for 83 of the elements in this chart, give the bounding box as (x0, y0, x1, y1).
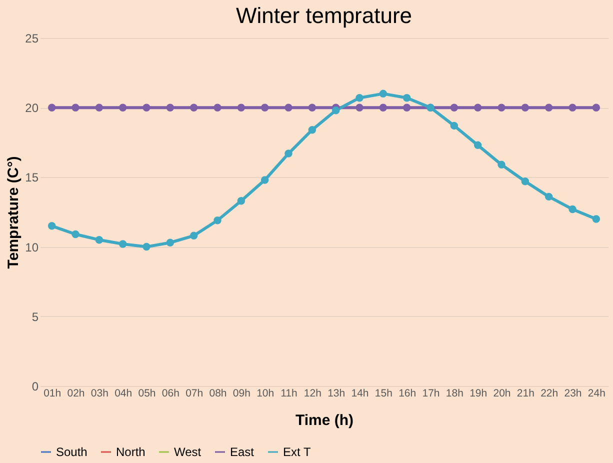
y-tick-label: 5 (32, 310, 39, 324)
point (95, 236, 104, 244)
point (308, 104, 316, 112)
x-tick-label: 23h (564, 388, 582, 400)
point (356, 104, 364, 112)
point (308, 126, 316, 134)
x-tick-label: 16h (398, 388, 416, 400)
point (474, 104, 482, 112)
point (237, 104, 246, 112)
point (48, 222, 56, 230)
x-tick-label: 09h (232, 388, 251, 400)
y-tick-label: 20 (25, 101, 39, 116)
point (48, 104, 56, 112)
point (72, 230, 80, 238)
point (356, 94, 364, 102)
x-tick-label: 06h (162, 388, 180, 400)
y-tick-label: 10 (25, 240, 39, 254)
x-tick-label: 20h (493, 388, 511, 400)
point (450, 122, 458, 130)
x-tick-label: 13h (328, 388, 346, 400)
point (142, 104, 150, 112)
point (450, 104, 458, 112)
y-tick-label: 25 (25, 32, 39, 46)
point (72, 104, 80, 112)
legend-label: East (230, 445, 255, 459)
point (166, 104, 174, 112)
point (214, 216, 222, 224)
point (95, 104, 104, 112)
x-tick-label: 21h (516, 388, 535, 400)
point (237, 197, 246, 205)
x-tick-label: 12h (304, 388, 322, 400)
y-tick-label: 15 (25, 170, 39, 185)
point (332, 106, 340, 114)
y-axis-title: Temprature (C°) (5, 156, 22, 269)
point (521, 178, 530, 186)
legend-label: Ext T (283, 445, 312, 459)
x-tick-label: 02h (67, 388, 85, 400)
point (568, 205, 576, 214)
x-tick-label: 17h (422, 388, 440, 400)
point (379, 90, 388, 98)
point (190, 104, 198, 112)
point (214, 104, 222, 112)
point (592, 215, 600, 223)
x-tick-label: 24h (588, 388, 606, 400)
point (474, 141, 482, 150)
point (544, 192, 553, 201)
point (402, 104, 411, 112)
point (142, 242, 150, 251)
point (260, 104, 269, 112)
x-tick-label: 07h (186, 388, 204, 400)
point (118, 240, 127, 248)
x-tick-label: 08h (209, 388, 227, 400)
point (379, 104, 388, 112)
point (284, 150, 292, 158)
x-tick-label: 03h (90, 388, 109, 400)
point (521, 104, 530, 112)
x-tick-label: 22h (540, 388, 558, 400)
x-tick-label: 05h (138, 388, 156, 400)
x-tick-label: 01h (44, 388, 62, 400)
point (544, 104, 553, 112)
x-tick-label: 04h (114, 388, 132, 400)
point (166, 238, 174, 246)
x-tick-label: 19h (470, 388, 488, 400)
point (190, 232, 198, 240)
x-tick-label: 14h (351, 388, 369, 400)
x-axis-title: Time (h) (295, 412, 354, 429)
point (118, 104, 127, 112)
point (284, 104, 292, 112)
x-tick-label: 18h (446, 388, 464, 400)
point (568, 104, 576, 112)
legend-label: West (174, 445, 202, 459)
x-tick-label: 10h (256, 388, 274, 400)
point (592, 104, 600, 112)
point (402, 94, 411, 102)
chart-title: Winter temprature (236, 3, 412, 28)
legend-label: North (116, 445, 146, 459)
y-tick-label: 0 (32, 380, 39, 394)
x-tick-label: 15h (374, 388, 393, 400)
x-tick-label: 11h (280, 388, 298, 400)
point (260, 176, 269, 184)
legend-label: South (56, 445, 88, 459)
point (498, 104, 506, 112)
point (498, 160, 506, 169)
